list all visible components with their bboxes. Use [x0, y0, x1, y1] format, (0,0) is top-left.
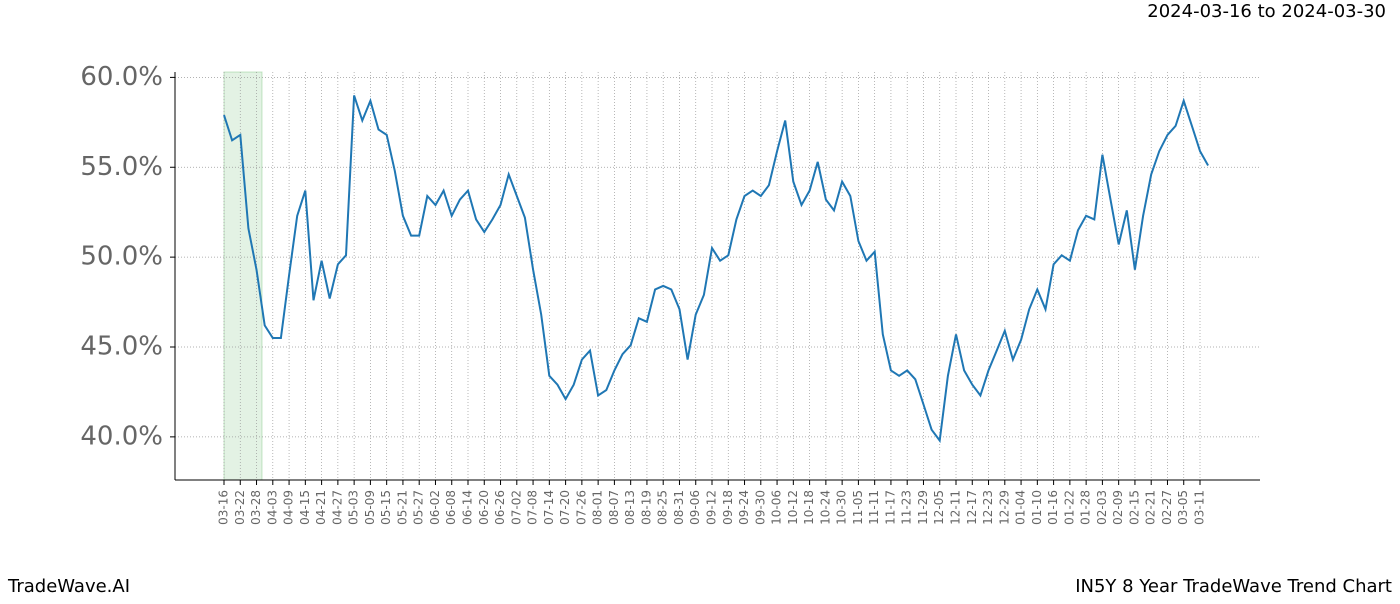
y-tick-label: 45.0% [80, 331, 163, 361]
brand: TradeWave.AI [7, 576, 130, 597]
x-tick-label: 11-11 [867, 490, 881, 525]
x-tick-label: 08-01 [591, 490, 605, 525]
x-tick-label: 08-25 [656, 490, 670, 525]
x-tick-label: 09-24 [737, 490, 751, 525]
y-tick-label: 40.0% [80, 421, 163, 451]
x-tick-label: 01-16 [1046, 490, 1060, 525]
x-tick-label: 12-05 [932, 490, 946, 525]
x-tick-label: 05-21 [395, 490, 409, 525]
y-tick-label: 60.0% [80, 62, 163, 92]
x-tick-label: 12-29 [997, 490, 1011, 525]
x-tick-label: 02-27 [1160, 490, 1174, 525]
x-tick-label: 07-14 [542, 490, 556, 525]
trend-line [223, 95, 1209, 444]
y-tick-label: 55.0% [80, 152, 163, 182]
x-tick-label: 08-07 [607, 490, 621, 525]
x-tick-label: 06-02 [428, 490, 442, 525]
date-range: 2024-03-16 to 2024-03-30 [1147, 1, 1386, 22]
x-tick-label: 06-14 [461, 490, 475, 525]
x-tick-label: 02-15 [1127, 490, 1141, 525]
x-tick-label: 11-17 [883, 490, 897, 525]
x-tick-label: 07-20 [558, 490, 572, 525]
x-tick-label: 07-02 [509, 490, 523, 525]
x-tick-label: 04-15 [298, 490, 312, 525]
x-tick-label: 10-12 [786, 490, 800, 525]
x-tick-label: 05-27 [412, 490, 426, 525]
x-tick-label: 09-12 [705, 490, 719, 525]
x-tick-label: 09-06 [688, 490, 702, 525]
x-tick-label: 04-21 [314, 490, 328, 525]
x-tick-label: 07-26 [574, 490, 588, 525]
x-tick-label: 08-13 [623, 490, 637, 525]
x-tick-label: 05-15 [379, 490, 393, 525]
x-tick-label: 12-17 [965, 490, 979, 525]
x-tick-label: 04-09 [282, 490, 296, 525]
x-tick-label: 10-24 [818, 490, 832, 525]
x-tick-label: 01-22 [1062, 490, 1076, 525]
x-tick-label: 01-04 [1014, 490, 1028, 525]
x-tick-label: 07-08 [526, 490, 540, 525]
highlight-span [223, 71, 263, 481]
x-tick-label: 11-29 [916, 490, 930, 525]
x-tick-label: 10-06 [770, 490, 784, 525]
x-tick-label: 09-30 [753, 490, 767, 525]
x-tick-label: 05-09 [363, 490, 377, 525]
x-tick-label: 02-03 [1095, 490, 1109, 525]
x-tick-label: 06-26 [493, 490, 507, 525]
x-tick-label: 03-28 [249, 490, 263, 525]
x-tick-label: 08-31 [672, 490, 686, 525]
x-tick-label: 02-21 [1144, 490, 1158, 525]
x-tick-label: 01-10 [1030, 490, 1044, 525]
x-tick-label: 04-27 [330, 490, 344, 525]
x-tick-label: 03-05 [1176, 490, 1190, 525]
chart-name: IN5Y 8 Year TradeWave Trend Chart [1075, 576, 1392, 597]
x-tick-label: 04-03 [265, 490, 279, 525]
x-tick-label: 03-22 [233, 490, 247, 525]
x-tick-label: 06-08 [444, 490, 458, 525]
y-tick-label: 50.0% [80, 242, 163, 272]
x-tick-label: 10-18 [802, 490, 816, 525]
x-tick-label: 12-23 [981, 490, 995, 525]
x-tick-label: 02-09 [1111, 490, 1125, 525]
x-tick-label: 12-11 [949, 490, 963, 525]
x-tick-label: 08-19 [639, 490, 653, 525]
x-tick-label: 01-28 [1079, 490, 1093, 525]
x-tick-label: 05-03 [347, 490, 361, 525]
x-tick-label: 10-30 [835, 490, 849, 525]
x-tick-label: 09-18 [721, 490, 735, 525]
x-tick-label: 11-05 [851, 490, 865, 525]
x-tick-label: 06-20 [477, 490, 491, 525]
x-tick-label: 03-16 [217, 490, 231, 525]
x-tick-label: 03-11 [1193, 490, 1207, 525]
x-tick-label: 11-23 [900, 490, 914, 525]
